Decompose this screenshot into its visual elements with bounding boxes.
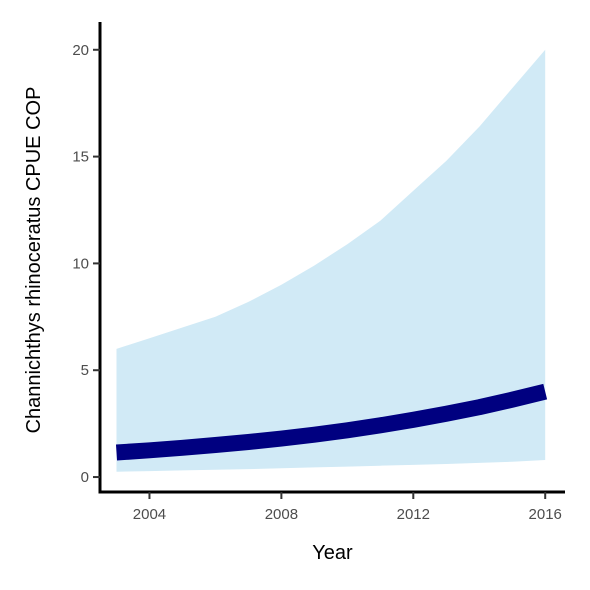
x-tick-label: 2012 — [397, 506, 430, 523]
data-point — [281, 438, 282, 439]
y-tick-label: 15 — [72, 149, 89, 166]
y-tick-label: 10 — [72, 255, 89, 272]
confidence-band — [116, 49, 546, 472]
x-tick-label: 2016 — [529, 506, 562, 523]
trend-line — [115, 383, 548, 461]
data-point — [182, 447, 183, 448]
x-axis-title: Year — [312, 542, 353, 564]
y-axis-title: Channichthys rhinoceratus CPUE COP — [23, 87, 45, 434]
data-point — [149, 450, 150, 451]
data-point — [512, 399, 513, 400]
data-point — [248, 442, 249, 443]
data-point — [479, 407, 480, 408]
data-point — [314, 434, 315, 435]
data-point — [380, 425, 381, 426]
data-point — [446, 413, 447, 414]
y-tick-label: 5 — [81, 362, 89, 379]
x-tick-label: 2008 — [265, 506, 298, 523]
data-point — [116, 452, 117, 453]
y-tick-label: 0 — [81, 469, 89, 486]
data-point — [215, 445, 216, 446]
x-tick-label: 2004 — [133, 506, 166, 523]
data-point — [413, 419, 414, 420]
y-tick-label: 20 — [72, 42, 89, 59]
data-point — [545, 391, 546, 392]
data-point — [347, 430, 348, 431]
